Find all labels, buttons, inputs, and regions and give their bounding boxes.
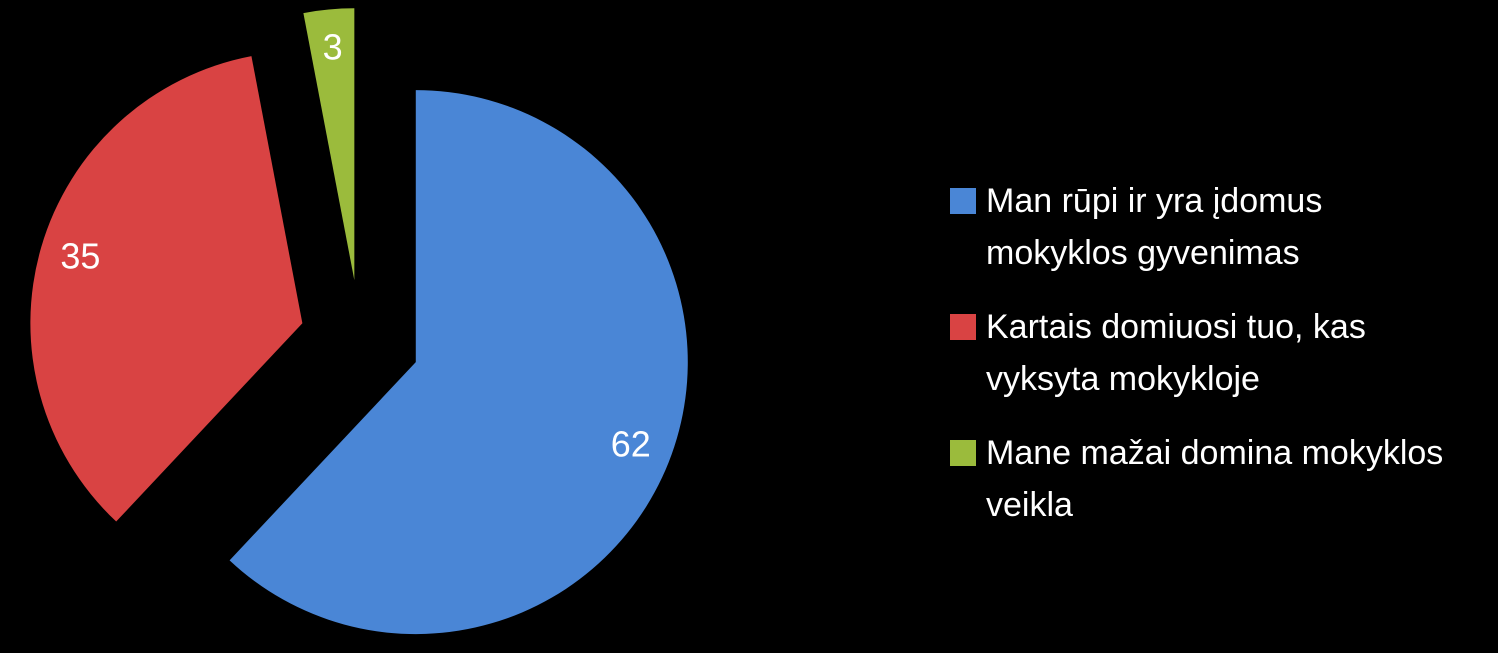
pie-slice <box>303 8 355 281</box>
data-label: 62 <box>611 424 651 465</box>
data-label: 3 <box>323 27 343 68</box>
legend-swatch <box>950 314 976 340</box>
legend-swatch <box>950 188 976 214</box>
legend-label: Man rūpi ir yra įdomus mokyklos gyvenima… <box>986 182 1323 272</box>
legend-item: Man rūpi ir yra įdomus mokyklos gyvenima… <box>950 175 1470 279</box>
data-label: 35 <box>60 235 100 276</box>
legend: Man rūpi ir yra įdomus mokyklos gyvenima… <box>950 175 1470 553</box>
legend-label: Kartais domiuosi tuo, kas vyksyta mokykl… <box>986 308 1366 398</box>
legend-item: Mane mažai domina mokyklos veikla <box>950 427 1470 531</box>
legend-swatch <box>950 440 976 466</box>
pie-slice <box>30 56 303 522</box>
legend-item: Kartais domiuosi tuo, kas vyksyta mokykl… <box>950 301 1470 405</box>
pie-slice <box>229 90 688 635</box>
pie-chart: 62 35 3 <box>30 8 688 635</box>
legend-label: Mane mažai domina mokyklos veikla <box>986 434 1444 524</box>
